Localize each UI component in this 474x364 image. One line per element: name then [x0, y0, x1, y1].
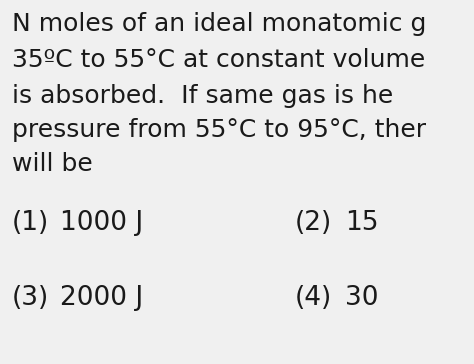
- Text: (1): (1): [12, 210, 49, 236]
- Text: 1000 J: 1000 J: [60, 210, 143, 236]
- Text: 15: 15: [345, 210, 379, 236]
- Text: is absorbed.  If same gas is he: is absorbed. If same gas is he: [12, 84, 393, 108]
- Text: 30: 30: [345, 285, 379, 311]
- Text: pressure from 55°C to 95°C, ther: pressure from 55°C to 95°C, ther: [12, 118, 426, 142]
- Text: (2): (2): [295, 210, 332, 236]
- Text: 35ºC to 55°C at constant volume: 35ºC to 55°C at constant volume: [12, 48, 425, 72]
- Text: 2000 J: 2000 J: [60, 285, 143, 311]
- Text: (4): (4): [295, 285, 332, 311]
- Text: (3): (3): [12, 285, 49, 311]
- Text: N moles of an ideal monatomic g: N moles of an ideal monatomic g: [12, 12, 427, 36]
- Text: will be: will be: [12, 152, 93, 176]
